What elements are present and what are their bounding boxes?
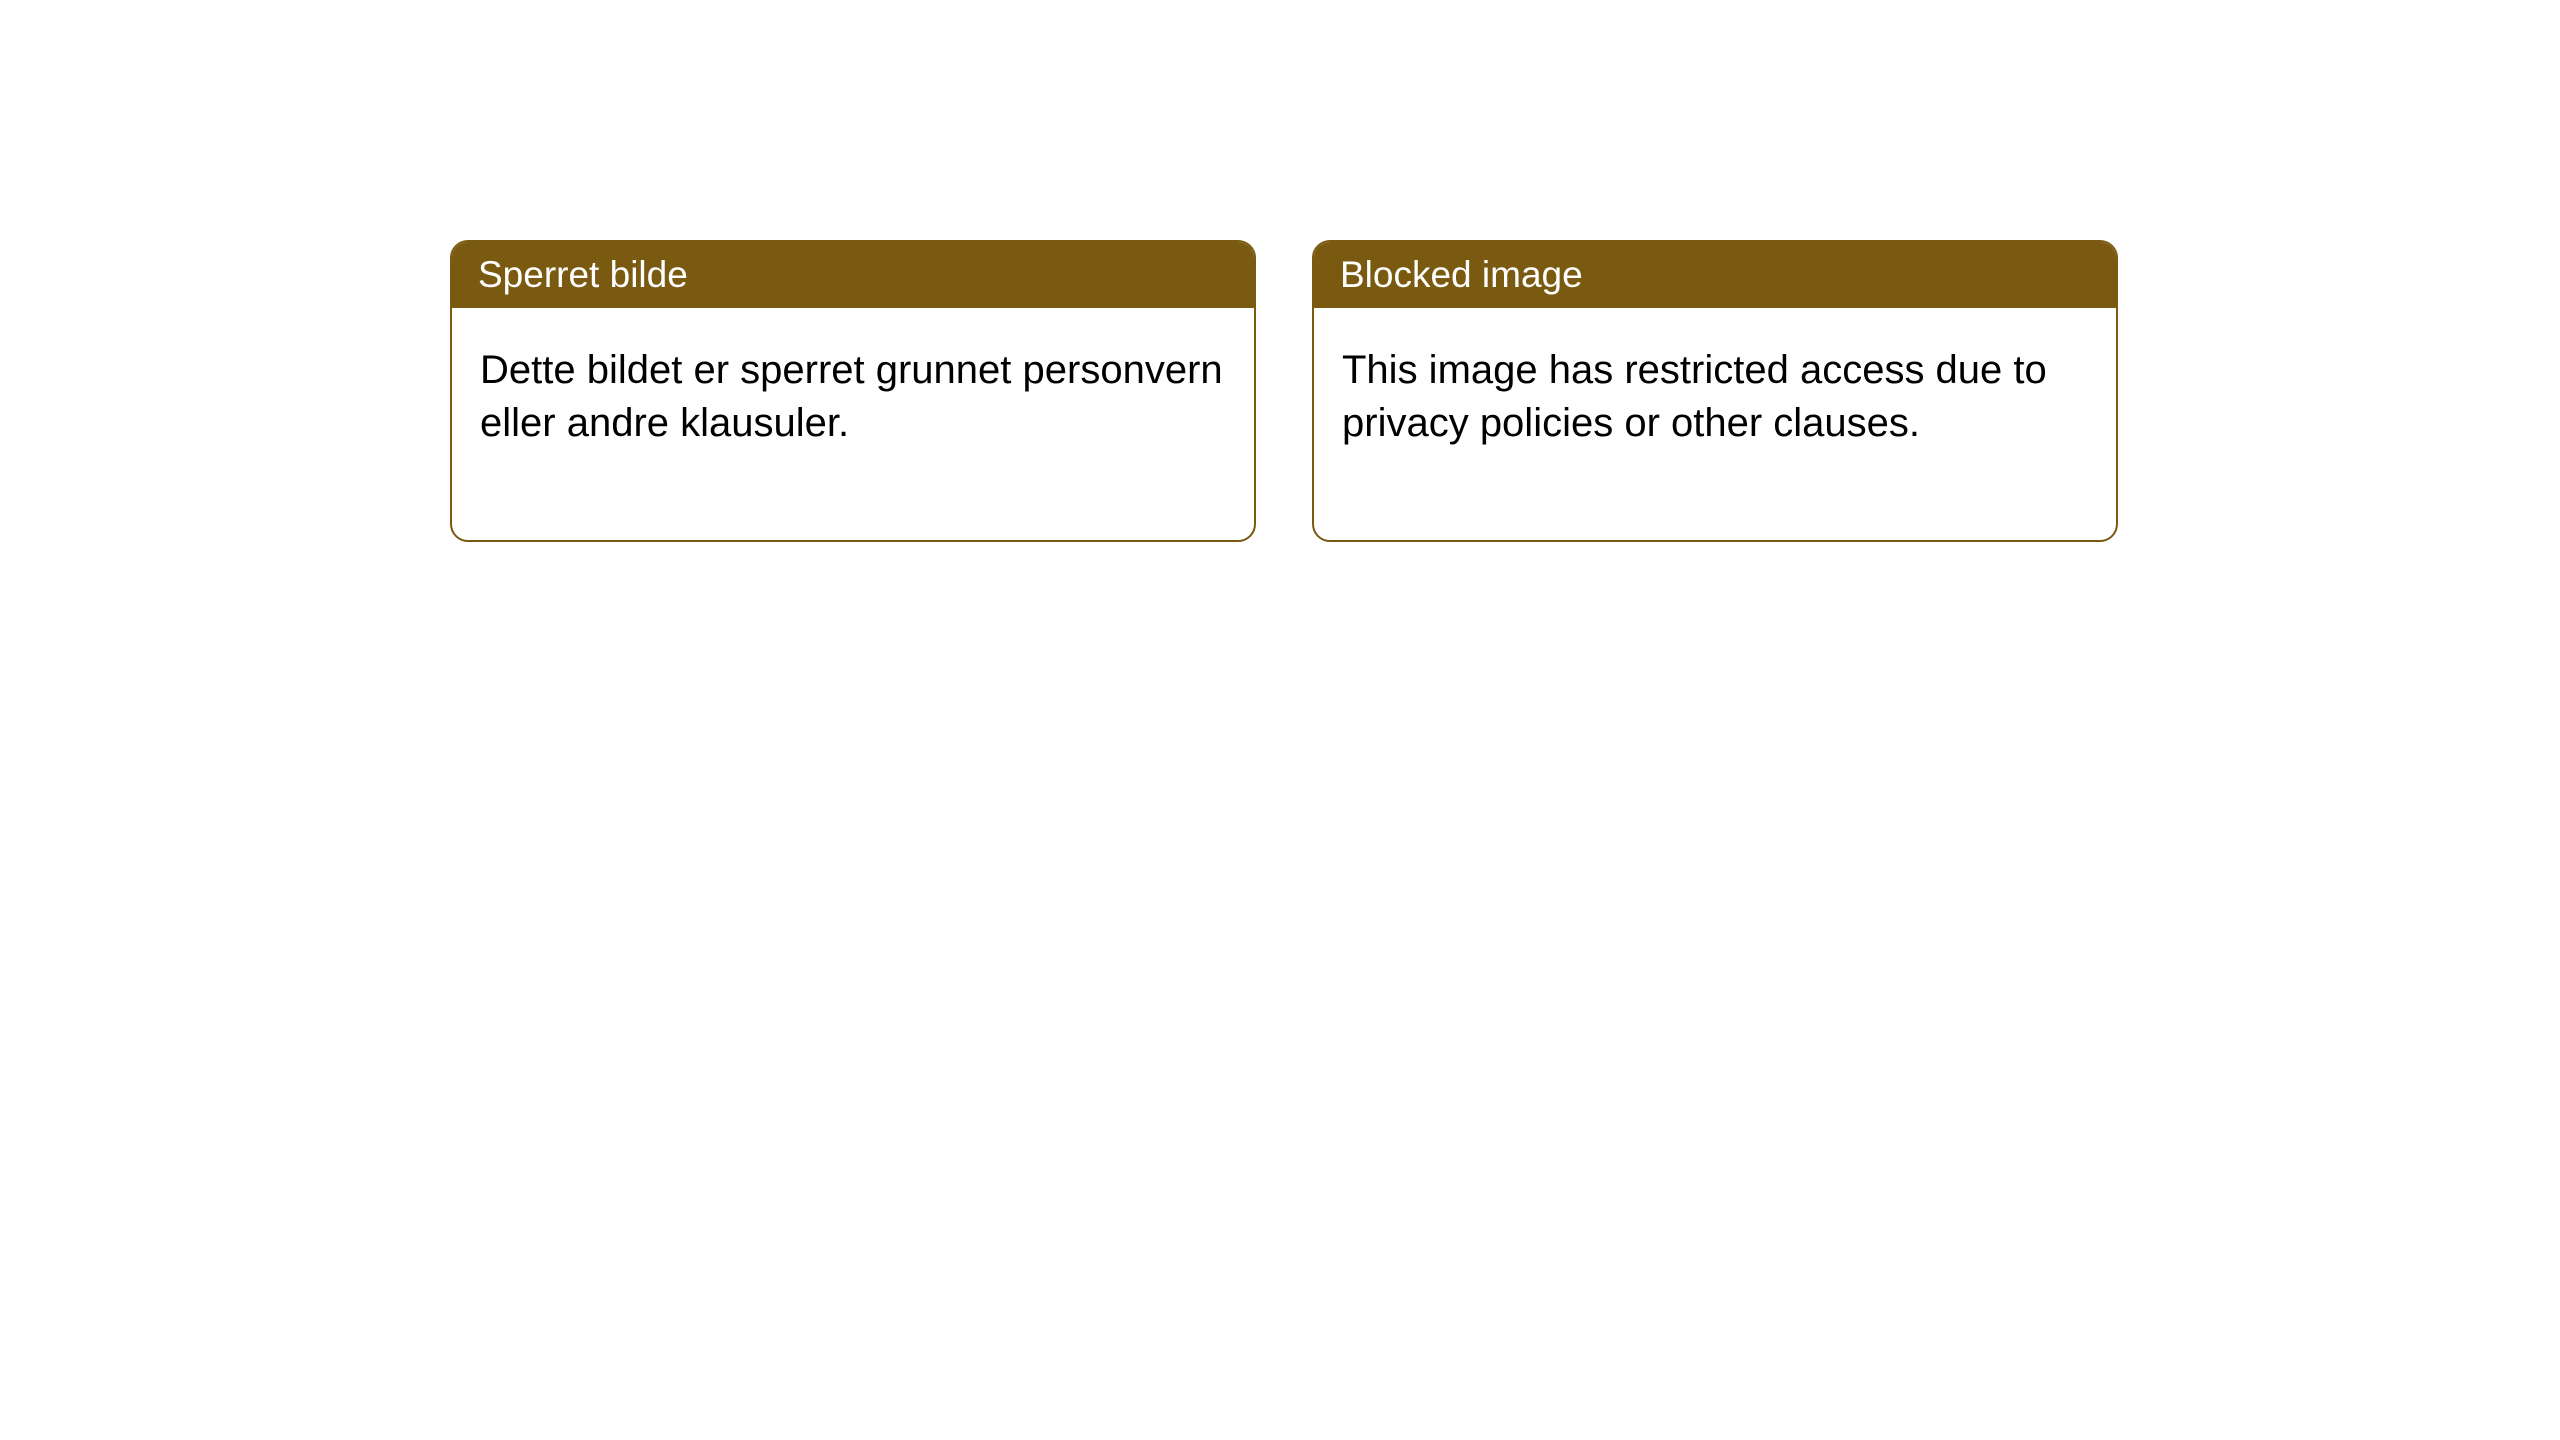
card-title: Sperret bilde	[478, 254, 688, 295]
notice-cards-container: Sperret bilde Dette bildet er sperret gr…	[450, 240, 2560, 542]
blocked-image-card-no: Sperret bilde Dette bildet er sperret gr…	[450, 240, 1256, 542]
card-message: This image has restricted access due to …	[1342, 348, 2047, 445]
card-header: Sperret bilde	[452, 242, 1254, 308]
blocked-image-card-en: Blocked image This image has restricted …	[1312, 240, 2118, 542]
card-title: Blocked image	[1340, 254, 1583, 295]
card-body: This image has restricted access due to …	[1314, 308, 2116, 540]
card-message: Dette bildet er sperret grunnet personve…	[480, 348, 1223, 445]
card-body: Dette bildet er sperret grunnet personve…	[452, 308, 1254, 540]
card-header: Blocked image	[1314, 242, 2116, 308]
